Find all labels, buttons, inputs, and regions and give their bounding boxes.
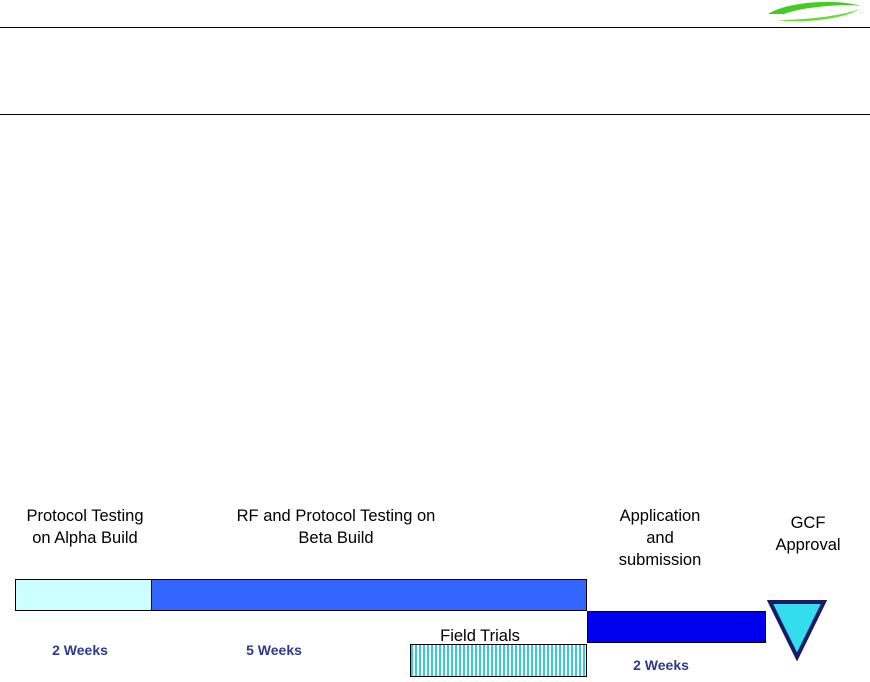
duration-application: 2 Weeks <box>633 657 689 673</box>
duration-beta: 5 Weeks <box>246 642 302 658</box>
phase-bar-alpha <box>15 579 152 611</box>
phase-bar-field-trials <box>410 644 587 677</box>
phase-label-application: Application and submission <box>618 507 702 569</box>
header-top-rule <box>0 27 870 28</box>
milestone-label-gcf: GCF Approval <box>775 514 841 554</box>
phase-label-field-trials: Field Trials <box>440 627 520 645</box>
header-bottom-rule <box>0 114 870 115</box>
phase-label-alpha: Protocol Testing on Alpha Build <box>26 507 144 547</box>
duration-alpha: 2 Weeks <box>52 642 108 658</box>
phase-bar-beta <box>151 579 587 611</box>
phase-label-beta: RF and Protocol Testing on Beta Build <box>236 507 436 547</box>
logo-icon <box>768 1 861 22</box>
downward-triangle-icon <box>767 600 827 661</box>
phase-bar-application <box>587 611 766 643</box>
